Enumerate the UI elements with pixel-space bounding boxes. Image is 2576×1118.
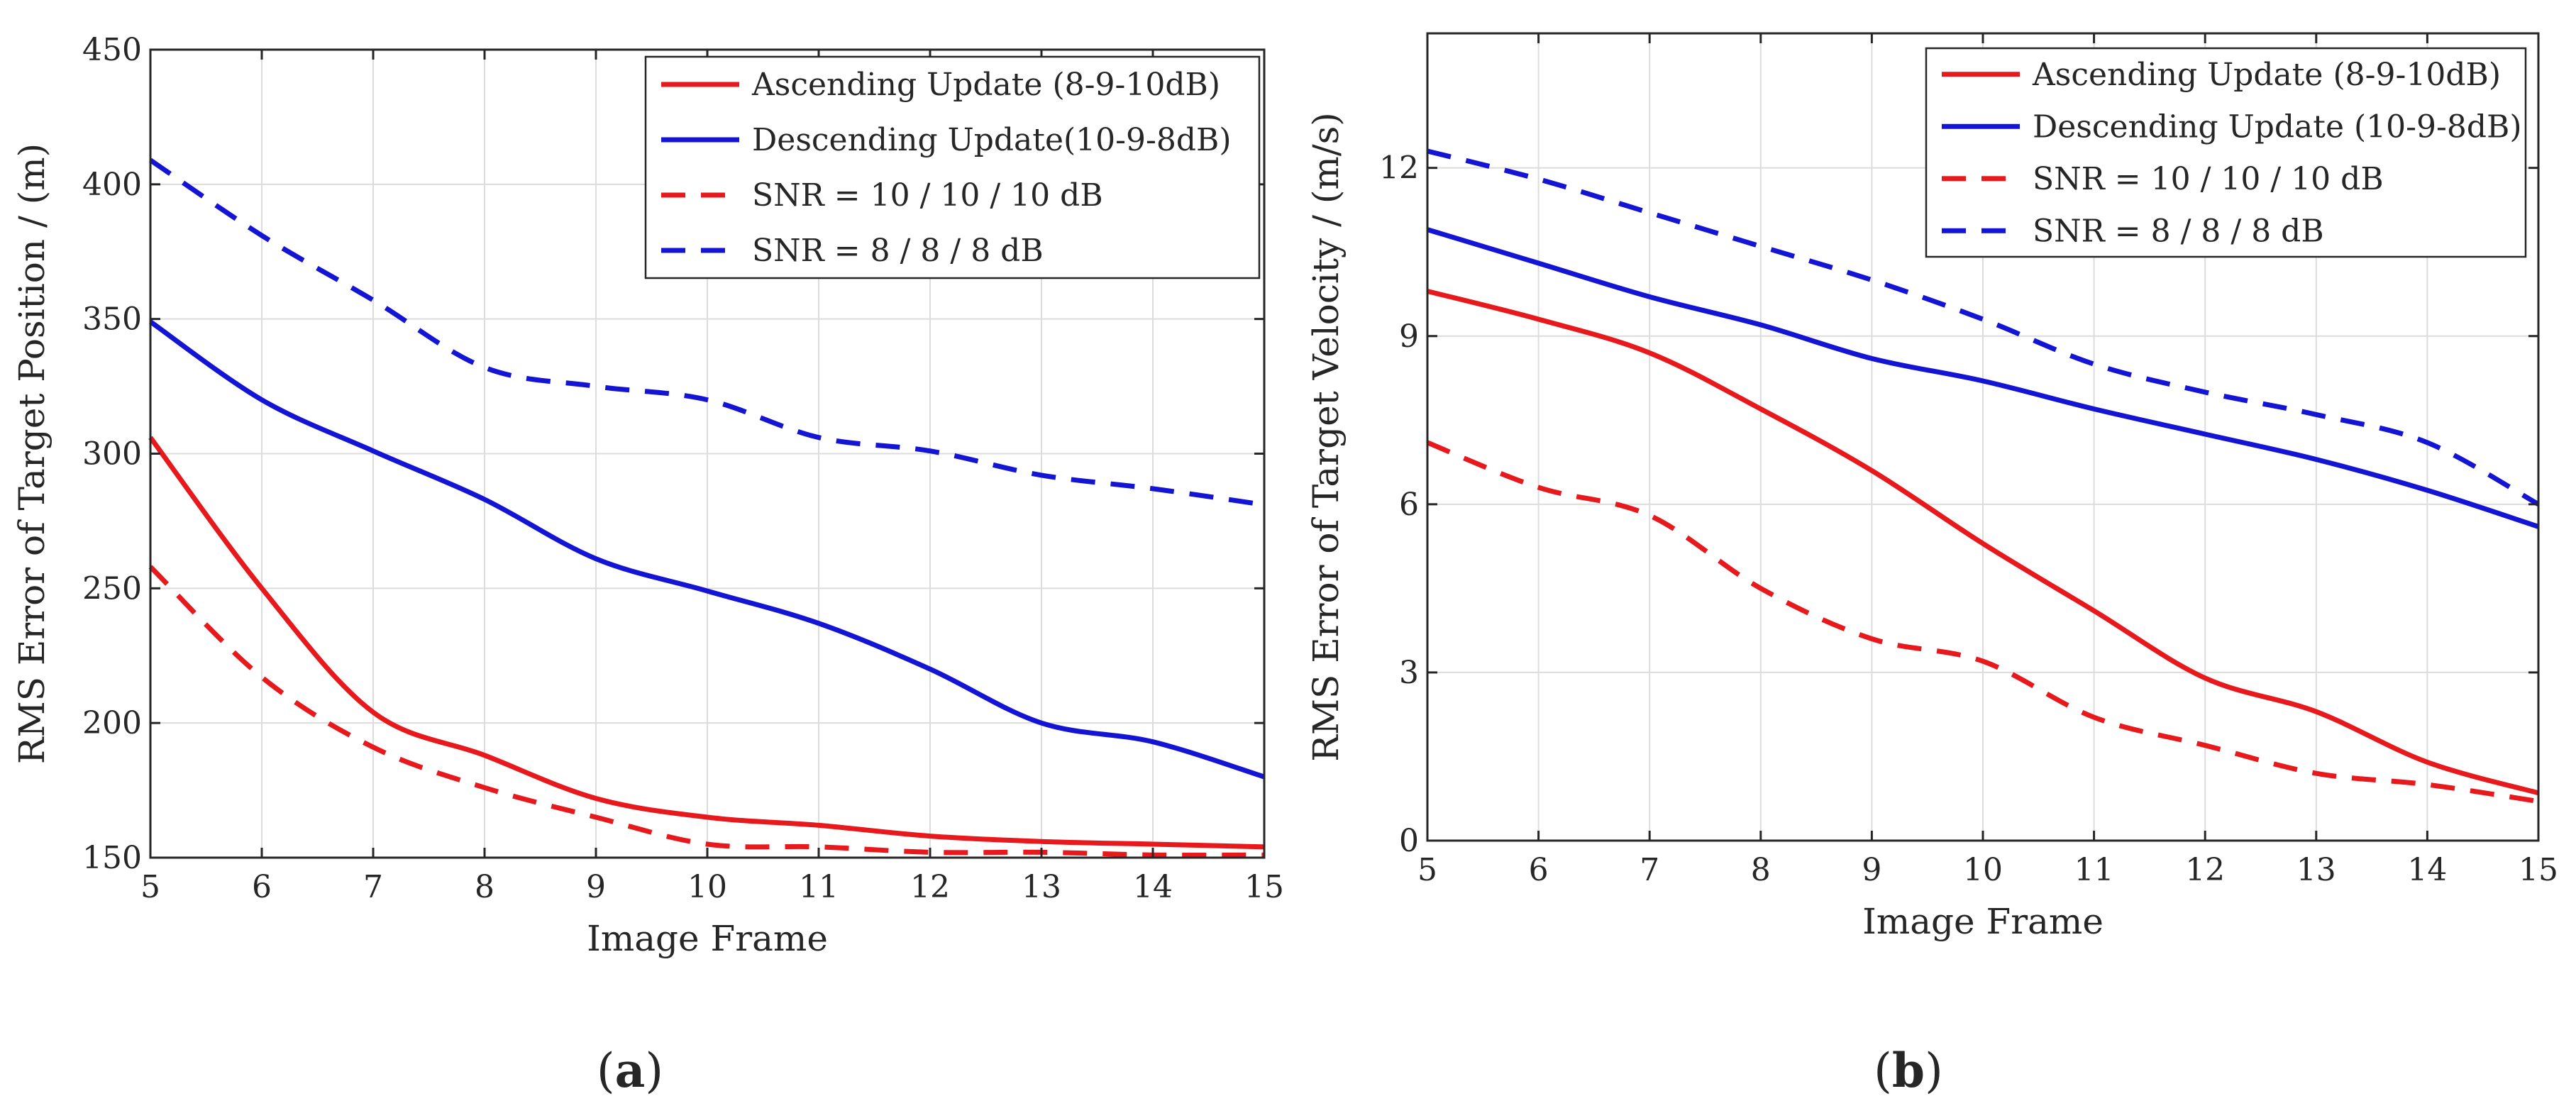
chart-a-x-axis-label: Image Frame — [587, 918, 828, 959]
chart-a-x-tick-label: 5 — [140, 869, 160, 905]
chart-b-series-1-line — [1427, 289, 2539, 796]
chart-a-y-tick-label: 400 — [82, 167, 142, 203]
chart-a-series-4-line — [149, 157, 1265, 508]
chart-b-x-axis-label: Image Frame — [1862, 901, 2104, 942]
chart-b-y-tick-label: 12 — [1379, 150, 1419, 187]
chart-a-y-tick-label: 300 — [82, 436, 142, 472]
chart-a-legend-box — [644, 55, 1261, 280]
chart-a-x-tick-label: 9 — [586, 869, 606, 905]
chart-b-panel: 5 6 7 8 9 10 11 12 13 14 15 0 3 6 9 12 Image Frame RMS Er… — [1305, 32, 2558, 942]
caption-a: (a) — [597, 1043, 663, 1098]
chart-b-x-tick-label: 7 — [1640, 852, 1659, 888]
chart-b-y-tick-label: 0 — [1399, 823, 1419, 859]
caption-b: (b) — [1874, 1043, 1943, 1098]
chart-b-legend-label-4: SNR = 8 / 8 / 8 dB — [2033, 213, 2324, 249]
chart-b-series-4-line — [1427, 148, 2540, 507]
chart-a-x-tick-label: 13 — [1022, 869, 1061, 905]
chart-a-x-tick-label: 14 — [1133, 869, 1173, 905]
chart-a-series-1-line — [148, 436, 1265, 850]
chart-a-x-tick-label: 10 — [687, 869, 727, 905]
chart-a-x-tick-label: 15 — [1244, 869, 1284, 905]
chart-b-y-tick-label: 9 — [1399, 319, 1419, 355]
chart-b-x-tick-label: 12 — [2185, 852, 2225, 888]
chart-b-y-tick-label: 6 — [1399, 487, 1419, 523]
chart-a-y-tick-label: 250 — [82, 570, 142, 607]
chart-a-legend-label-4: SNR = 8 / 8 / 8 dB — [752, 233, 1044, 269]
chart-a-series-3-line — [148, 565, 1265, 858]
chart-b-y-axis-label: RMS Error of Target Velocity / (m/s) — [1305, 112, 1347, 762]
chart-b-x-tick-label: 5 — [1417, 852, 1437, 888]
chart-b-legend-box — [1925, 47, 2527, 258]
chart-b-x-tick-label: 10 — [1963, 852, 2003, 888]
chart-b-x-tick-label: 9 — [1862, 852, 1881, 888]
chart-b-x-tick-label: 13 — [2296, 852, 2336, 888]
chart-a-x-tick-label: 7 — [363, 869, 383, 905]
chart-a-x-tick-label: 6 — [252, 869, 272, 905]
chart-a-legend-label-2: Descending Update(10-9-8dB) — [752, 122, 1232, 158]
chart-a-legend-label-1: Ascending Update (8-9-10dB) — [751, 67, 1220, 103]
chart-a-y-tick-label: 150 — [82, 840, 142, 876]
chart-b-x-tick-label: 15 — [2519, 852, 2558, 888]
chart-b-legend-label-1: Ascending Update (8-9-10dB) — [2032, 57, 2501, 93]
chart-a-x-tick-label: 11 — [799, 869, 839, 905]
chart-a-y-axis-label: RMS Error of Target Position / (m) — [11, 143, 52, 764]
chart-b-x-tick-label: 11 — [2074, 852, 2114, 888]
chart-a-y-tick-label: 200 — [82, 705, 142, 741]
chart-a-series-2-line — [148, 319, 1266, 780]
chart-a-x-tick-label: 12 — [910, 869, 950, 905]
chart-b-x-tick-label: 8 — [1751, 852, 1771, 888]
chart-b-y-tick-label: 3 — [1399, 655, 1419, 691]
chart-b-x-tick-label: 14 — [2407, 852, 2447, 888]
chart-b-x-tick-label: 6 — [1529, 852, 1549, 888]
chart-a-y-tick-label: 450 — [82, 32, 142, 68]
chart-b-legend-label-2: Descending Update (10-9-8dB) — [2033, 109, 2522, 145]
chart-a-legend-label-3: SNR = 10 / 10 / 10 dB — [752, 177, 1103, 214]
chart-a-x-tick-label: 8 — [475, 869, 494, 905]
chart-b-legend-label-3: SNR = 10 / 10 / 10 dB — [2033, 161, 2384, 197]
chart-b-series-2-line — [1426, 227, 2540, 529]
chart-a-y-tick-label: 350 — [82, 301, 142, 338]
chart-b-series-3-line — [1426, 440, 2539, 804]
chart-a-panel: 5 6 7 8 9 10 11 12 13 14 15 150 200 250 300 350 400 450 Im… — [11, 32, 1284, 959]
